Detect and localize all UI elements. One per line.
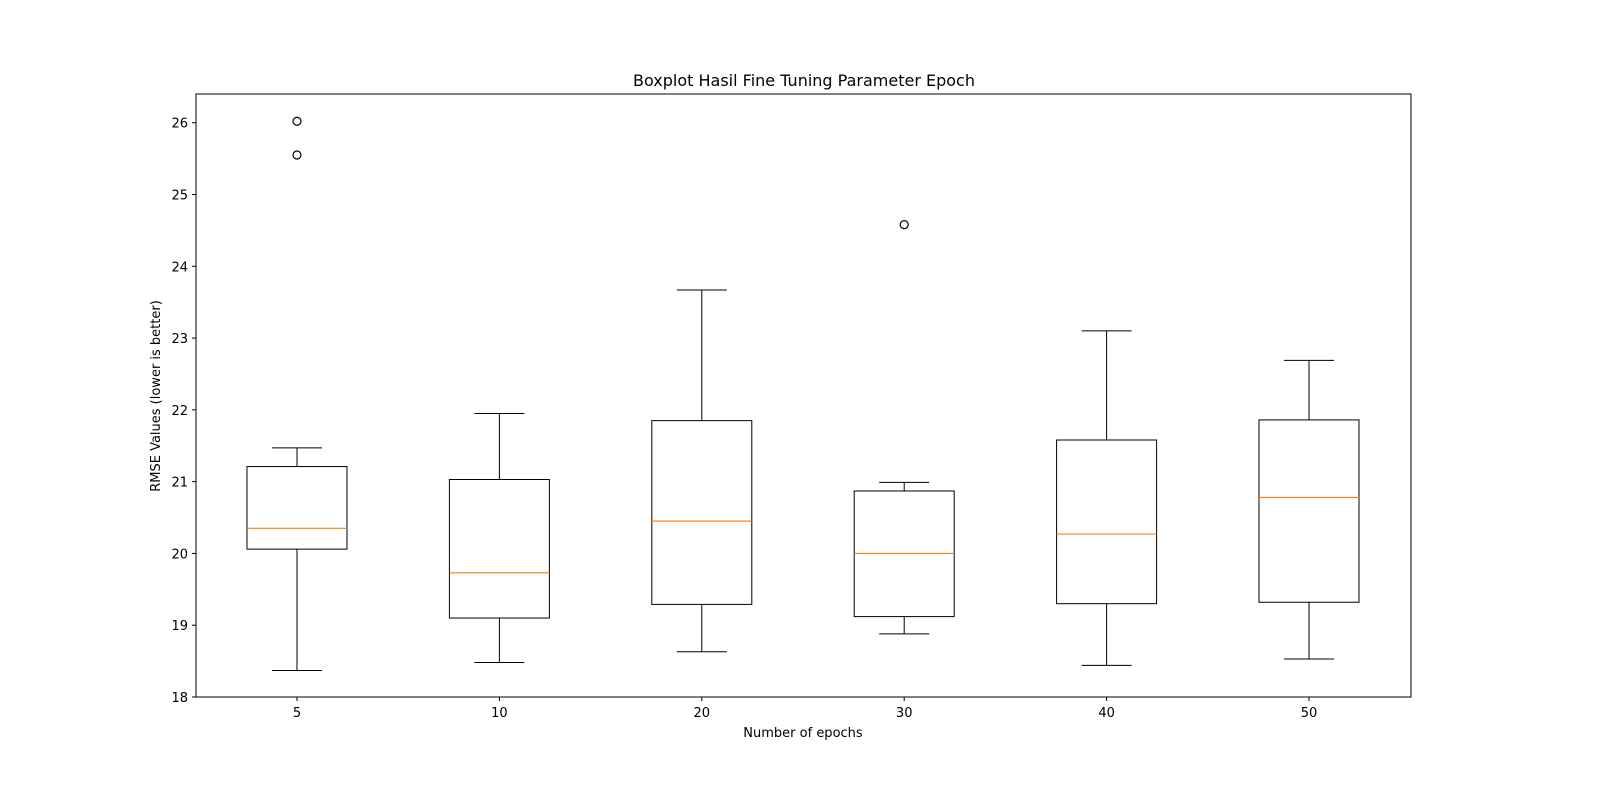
chart-title: Boxplot Hasil Fine Tuning Parameter Epoc… [633,71,975,90]
x-axis-label: Number of epochs [743,726,863,741]
box-iqr [1056,439,1158,605]
box-iqr [1258,419,1360,603]
x-tick-label: 20 [694,706,711,721]
x-tick-label: 50 [1301,706,1318,721]
box-iqr [246,466,348,550]
y-tick-label: 20 [171,547,188,562]
y-axis-label: RMSE Values (lower is better) [149,300,164,492]
outlier-point [292,116,302,126]
y-tick-label: 26 [171,117,188,132]
y-tick-label: 21 [171,476,188,491]
box-iqr [651,420,753,605]
x-tick-label: 5 [293,706,301,721]
y-tick-label: 19 [171,619,188,634]
outlier-point [292,150,302,160]
y-tick-label: 25 [171,189,188,204]
y-tick-label: 18 [171,691,188,706]
plot-frame [195,93,1412,698]
y-tick-label: 24 [171,260,188,275]
x-tick-label: 10 [491,706,508,721]
box-iqr [448,478,550,619]
x-tick-label: 40 [1098,706,1115,721]
x-tick-label: 30 [896,706,913,721]
y-tick-label: 23 [171,332,188,347]
y-tick-label: 22 [171,404,188,419]
outlier-point [899,220,909,230]
plot-area: 18 19 20 21 22 23 24 25 26 5 10 20 30 40 50 [171,116,1360,721]
